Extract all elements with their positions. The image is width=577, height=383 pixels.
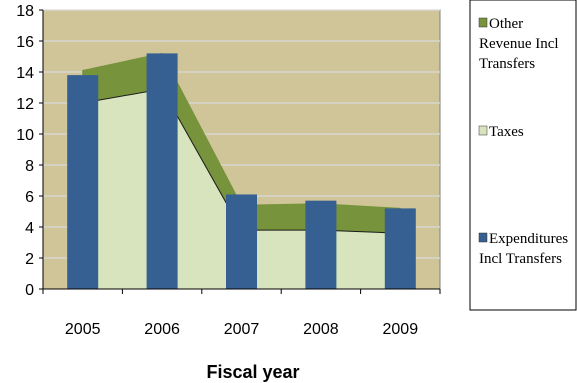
- legend-label: Revenue Incl: [479, 36, 559, 52]
- x-tick-label: 2007: [224, 321, 260, 338]
- y-tick-label: 10: [16, 127, 34, 144]
- bar-expenditures-2007: [226, 194, 257, 289]
- axes: 0 2 4 6 8 10 12 14 16 18 2005 2006 2007 2008 2009: [16, 3, 441, 338]
- y-tick-label: 14: [16, 65, 34, 82]
- bars: [67, 53, 416, 290]
- bar-expenditures-2005: [67, 75, 99, 289]
- bar-expenditures-2006: [146, 53, 178, 290]
- x-tick-label: 2009: [383, 321, 419, 338]
- x-tick-label: 2005: [65, 321, 101, 338]
- y-tick-label: 0: [25, 282, 34, 299]
- legend: Other Revenue Incl Transfers Taxes Expenditu…: [478, 16, 568, 267]
- legend-label: Incl Transfers: [479, 251, 562, 267]
- legend-label: Transfers: [479, 56, 535, 72]
- legend-box: [469, 0, 577, 311]
- y-tick-label: 4: [25, 220, 34, 237]
- bar-expenditures-2008: [305, 200, 337, 289]
- legend-label: Expenditures: [489, 231, 568, 247]
- legend-swatch: [478, 17, 488, 28]
- x-axis-title: Fiscal year: [206, 362, 299, 382]
- legend-swatch: [478, 125, 488, 136]
- legend-swatch: [478, 232, 488, 243]
- legend-label: Other: [489, 16, 523, 32]
- y-tick-label: 8: [25, 158, 34, 175]
- y-tick-label: 2: [25, 251, 34, 268]
- legend-label: Taxes: [489, 124, 524, 140]
- x-tick-label: 2008: [303, 321, 339, 338]
- bar-expenditures-2009: [384, 208, 416, 289]
- y-tick-label: 18: [16, 3, 34, 20]
- y-tick-label: 12: [16, 96, 34, 113]
- y-tick-label: 6: [25, 189, 34, 206]
- x-tick-label: 2006: [144, 321, 180, 338]
- y-tick-label: 16: [16, 34, 34, 51]
